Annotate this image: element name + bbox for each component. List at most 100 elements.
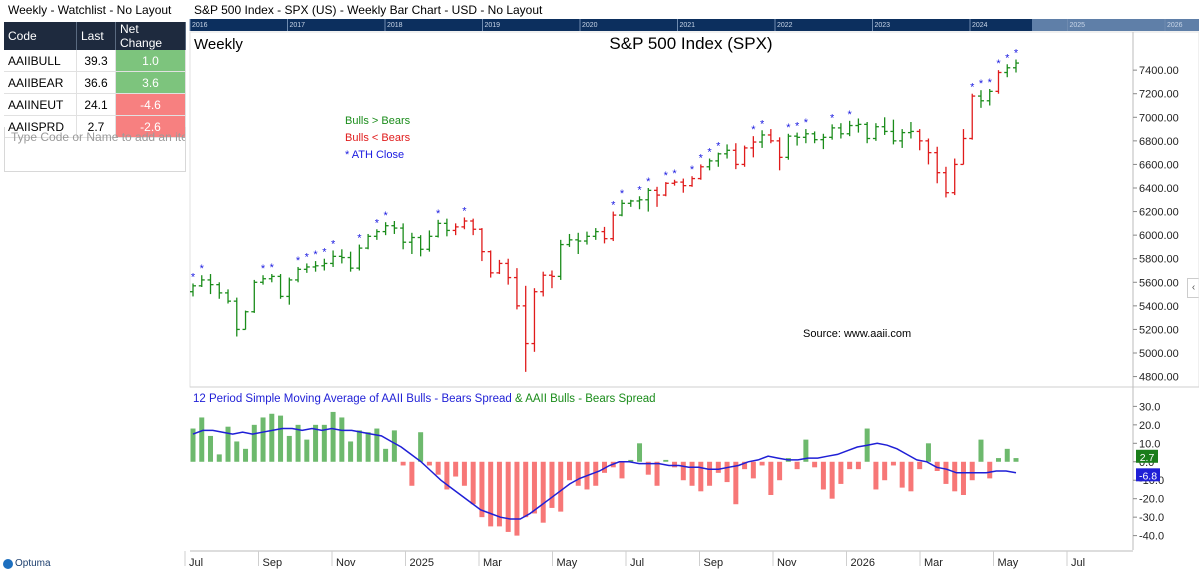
ath-marker: * <box>848 109 853 121</box>
overview-year-label: 2023 <box>875 22 891 29</box>
ohlc-bar <box>225 289 232 304</box>
ath-marker: * <box>270 262 275 274</box>
price-y-tick-label: 5800.00 <box>1139 254 1179 266</box>
spread-bar <box>356 430 362 462</box>
price-y-tick-label: 7000.00 <box>1139 112 1179 124</box>
ath-marker: * <box>620 188 625 200</box>
spread-bar <box>777 461 783 481</box>
time-axis-label: Mar <box>483 557 502 569</box>
ohlc-bar <box>724 144 731 159</box>
ohlc-bar <box>820 133 827 150</box>
ohlc-bar <box>610 211 617 242</box>
spread-bar <box>908 461 914 492</box>
ohlc-bar <box>400 223 407 250</box>
ohlc-bar <box>601 226 608 244</box>
chart-legend: Bulls > Bears Bulls < Bears * ATH Close <box>345 115 411 161</box>
ohlc-bar <box>811 131 818 144</box>
ath-marker: * <box>611 200 616 212</box>
spread-bar <box>453 461 459 477</box>
overview-year-label: 2018 <box>387 22 403 29</box>
spread-bar <box>768 461 774 495</box>
watchlist-table: Code Last Net Change AAIIBULL 39.3 1.0 AAII… <box>4 22 186 138</box>
spread-bar <box>435 461 441 475</box>
spread-bar <box>672 461 678 468</box>
ohlc-bar <box>242 310 249 331</box>
ohlc-bar <box>899 129 906 148</box>
watchlist-row[interactable]: AAIINEUT 24.1 -4.6 <box>4 93 186 116</box>
ohlc-bar <box>785 133 792 160</box>
column-header-net-change[interactable]: Net Change <box>115 22 186 50</box>
ohlc-bar <box>872 123 879 141</box>
watchlist-body: AAIIBULL 39.3 1.0 AAIIBEAR 36.6 3.6 AAIINEUT 24… <box>4 50 186 138</box>
ohlc-bar <box>934 146 941 184</box>
ohlc-bar <box>1004 64 1011 78</box>
ohlc-bar <box>540 271 547 297</box>
ohlc-bar <box>435 219 442 238</box>
ohlc-bar <box>977 90 984 108</box>
spread-bar <box>295 424 301 462</box>
ath-marker: * <box>383 210 388 222</box>
last-spread-value: 2.7 <box>1140 452 1155 464</box>
ohlc-bar <box>426 230 433 252</box>
time-axis-label: May <box>998 557 1019 569</box>
spread-bar <box>742 461 748 470</box>
ohlc-bar <box>260 275 267 285</box>
price-y-tick-label: 6000.00 <box>1139 230 1179 242</box>
ohlc-bar <box>802 129 809 144</box>
watchlist-code: AAIISPRD <box>4 115 77 138</box>
ohlc-bar <box>619 199 626 217</box>
ohlc-bar <box>829 124 836 140</box>
ohlc-bar <box>995 70 1002 94</box>
watchlist-last: 2.7 <box>76 115 116 138</box>
ohlc-bar <box>548 270 555 289</box>
watchlist-row[interactable]: AAIIBEAR 36.6 3.6 <box>4 71 186 94</box>
spread-bar <box>243 448 249 462</box>
spread-bar <box>654 461 660 486</box>
ohlc-bar <box>759 130 766 148</box>
spread-bar <box>794 461 800 470</box>
ohlc-bar <box>198 275 205 287</box>
ath-marker: * <box>375 217 380 229</box>
spread-bar <box>890 461 896 466</box>
column-header-code[interactable]: Code <box>4 22 77 50</box>
ath-marker: * <box>830 112 835 124</box>
spread-bar <box>969 461 975 481</box>
ohlc-bar <box>837 123 844 139</box>
spread-bar <box>838 461 844 484</box>
spread-bar <box>899 461 905 488</box>
watchlist-row[interactable]: AAIISPRD 2.7 -2.6 <box>4 115 186 138</box>
legend-entry: Bulls > Bears <box>345 115 411 127</box>
ohlc-bar <box>417 235 424 257</box>
ohlc-bar <box>496 259 503 275</box>
ohlc-bar <box>654 186 661 207</box>
price-y-axis: 7400.00 7200.00 7000.00 6800.00 6600.00 6400.… <box>1133 65 1179 384</box>
price-y-tick-label: 7400.00 <box>1139 65 1179 77</box>
ohlc-bar <box>627 199 634 207</box>
spread-bar <box>882 461 888 481</box>
ath-marker: * <box>322 247 327 259</box>
ohlc-bar <box>478 228 485 262</box>
ath-marker: * <box>646 176 651 188</box>
spread-bar <box>960 461 966 495</box>
ohlc-bar <box>986 89 993 106</box>
overview-visible-range[interactable] <box>1032 19 1199 31</box>
ohlc-bar <box>330 250 337 267</box>
ohlc-bar <box>767 129 774 144</box>
expand-panel-icon[interactable]: ‹ <box>1187 278 1199 298</box>
ath-marker: * <box>1014 48 1019 60</box>
overview-strip[interactable] <box>190 19 1199 31</box>
watchlist-row[interactable]: AAIIBULL 39.3 1.0 <box>4 50 186 72</box>
ohlc-bar <box>321 258 328 271</box>
ohlc-bar <box>907 122 914 139</box>
overview-year-label: 2022 <box>777 22 793 29</box>
spread-bar <box>750 461 756 479</box>
time-axis-label: Jul <box>189 557 203 569</box>
add-symbol-input[interactable]: Type Code or Name to add an ite <box>4 127 186 172</box>
time-axis-label: Jul <box>1071 557 1085 569</box>
ohlc-bar <box>522 285 529 372</box>
overview-year-label: 2025 <box>1070 22 1086 29</box>
column-header-last[interactable]: Last <box>76 22 116 50</box>
time-axis: Jul Sep Nov 2025 Mar May Jul Sep Nov 2026 Mar May Ju… <box>184 551 1085 569</box>
ath-marker: * <box>1005 52 1010 64</box>
